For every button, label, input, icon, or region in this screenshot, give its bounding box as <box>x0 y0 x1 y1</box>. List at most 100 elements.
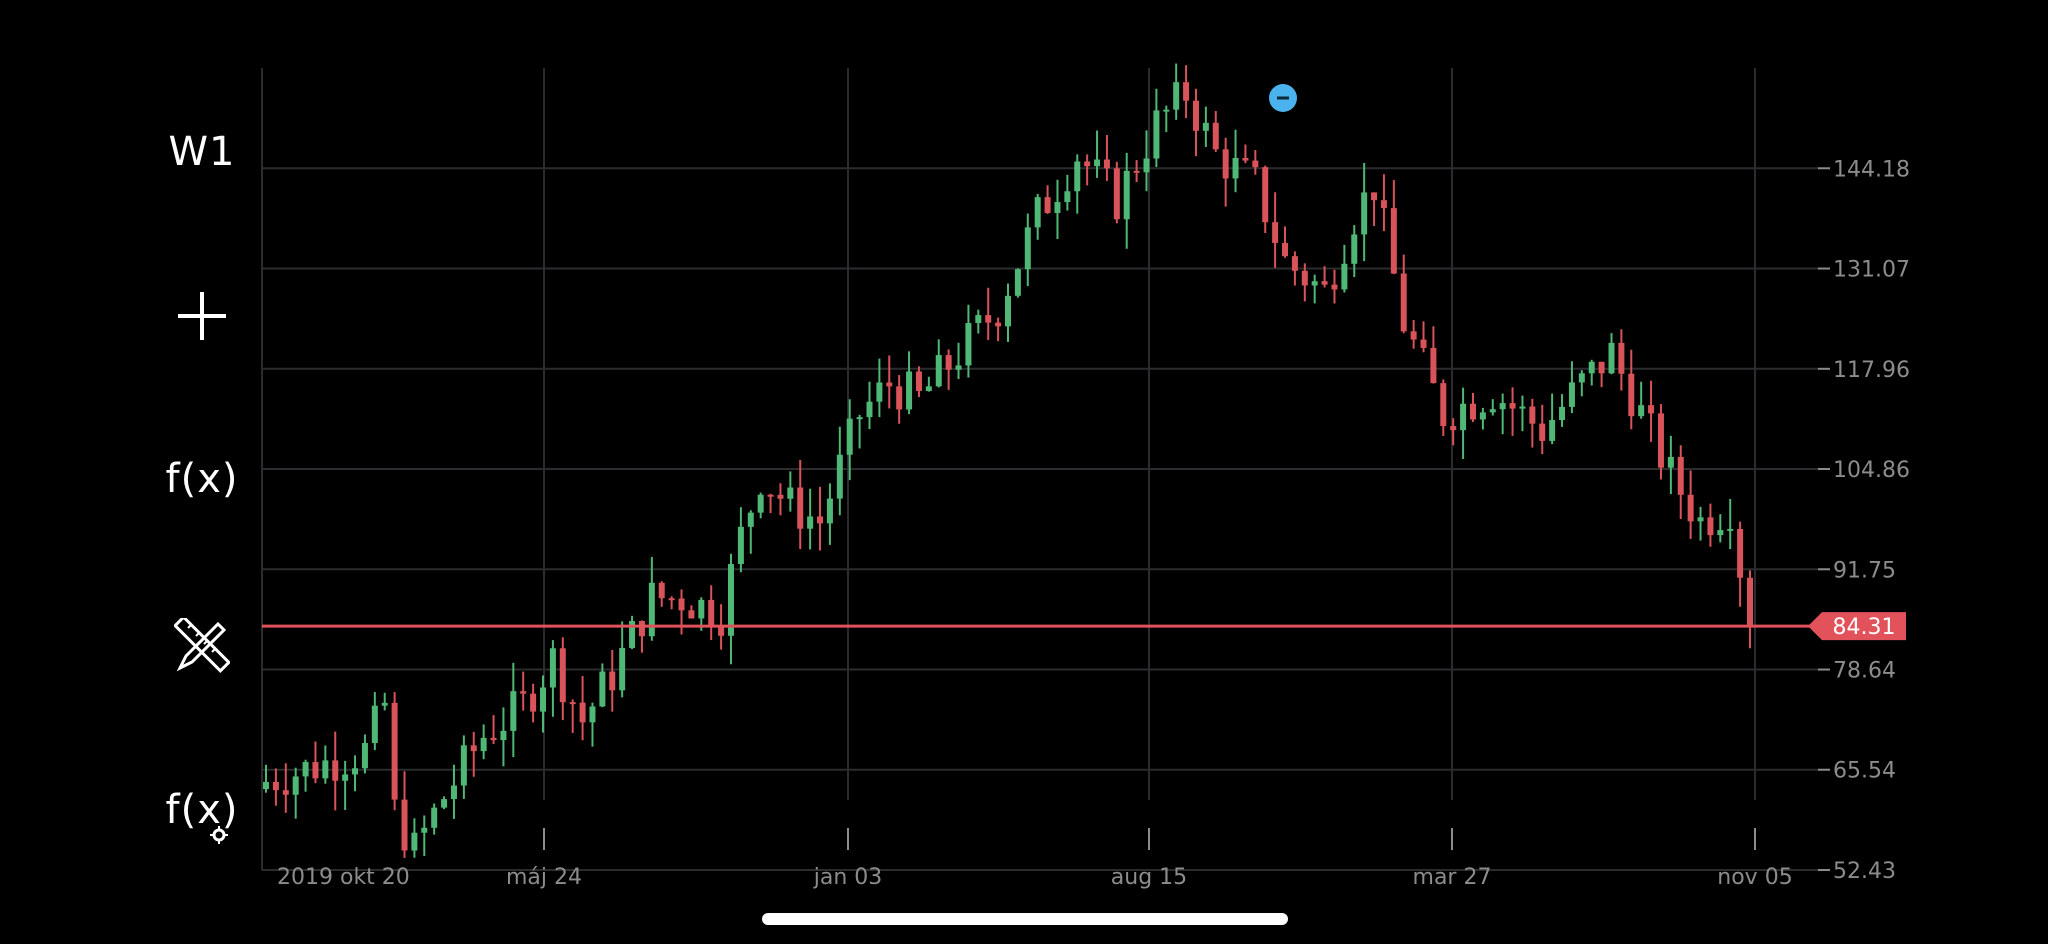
candle-down <box>1331 284 1338 290</box>
event-marker[interactable] <box>1269 84 1297 112</box>
drawing-tools-button[interactable] <box>160 604 244 688</box>
y-tick-label: 52.43 <box>1833 859 1896 884</box>
indicator-settings-icon: f(x) <box>165 787 239 833</box>
candle-down <box>1212 122 1219 150</box>
candle-up <box>1014 269 1021 296</box>
candle-up <box>1568 382 1575 407</box>
candle-up <box>727 564 734 636</box>
candle-down <box>777 494 784 499</box>
candle-down <box>1687 494 1694 522</box>
candle-down <box>1430 347 1437 384</box>
candle-up <box>1202 122 1209 131</box>
candle-up <box>1054 202 1061 213</box>
candle-up <box>955 365 962 370</box>
candle-down <box>1737 528 1744 578</box>
candle-down <box>896 386 903 410</box>
candle-up <box>1578 373 1585 383</box>
candle-up <box>698 599 705 619</box>
candle-up <box>1153 110 1160 159</box>
indicator-settings-button[interactable]: f(x) <box>160 768 244 852</box>
candle-up <box>1549 420 1556 441</box>
candle-down <box>1410 331 1417 340</box>
candle-down <box>886 382 893 387</box>
y-tick-label: 117.96 <box>1833 358 1910 383</box>
candle-up <box>1697 517 1704 522</box>
candle-down <box>1321 281 1328 285</box>
candle-up <box>1479 412 1486 420</box>
y-tick-label: 91.75 <box>1833 558 1896 583</box>
candle-up <box>757 494 764 513</box>
candle-up <box>342 774 349 781</box>
candle-down <box>688 610 695 619</box>
candle-down <box>1272 222 1279 243</box>
candle-down <box>1747 577 1753 627</box>
candle-down <box>1529 406 1536 424</box>
y-tick-label: 65.54 <box>1833 759 1896 784</box>
candle-up <box>1727 528 1734 531</box>
candle-down <box>1222 149 1229 179</box>
candle-down <box>1242 157 1249 161</box>
candle-up <box>1361 192 1368 235</box>
candle-down <box>391 702 398 800</box>
candle-up <box>1232 157 1239 179</box>
indicator-button[interactable]: f(x) <box>160 437 244 521</box>
toolbar: W1 f(x) f(x) <box>0 0 260 944</box>
candle-up <box>1499 403 1506 410</box>
candle-down <box>1420 339 1427 348</box>
chart-grid <box>261 68 1818 871</box>
candle-up <box>381 702 388 706</box>
candle-down <box>401 799 408 851</box>
candle-down <box>767 494 774 497</box>
candle-down <box>530 693 537 712</box>
candle-up <box>411 832 418 851</box>
x-tick-label: aug 15 <box>1111 865 1187 890</box>
candles <box>263 63 1753 858</box>
candle-down <box>1677 456 1684 495</box>
candle-down <box>985 315 992 323</box>
candle-up <box>1173 82 1180 110</box>
candle-down <box>1707 517 1714 536</box>
candle-up <box>787 487 794 499</box>
candle-up <box>540 687 547 712</box>
candle-up <box>292 776 299 795</box>
candle-up <box>431 807 438 828</box>
x-tick-label: jan 03 <box>813 865 883 890</box>
candle-up <box>1351 234 1358 264</box>
candle-up <box>1638 405 1645 417</box>
candle-up <box>371 705 378 744</box>
candle-up <box>925 386 932 391</box>
candle-down <box>638 621 645 637</box>
candle-down <box>332 760 339 781</box>
candle-down <box>1469 403 1476 420</box>
candle-up <box>866 401 873 418</box>
candle-up <box>1064 191 1071 203</box>
candle-up <box>1034 197 1041 228</box>
candle-down <box>609 671 616 691</box>
crosshair-icon <box>178 292 226 340</box>
candle-up <box>421 827 428 833</box>
x-tick-label: nov 05 <box>1717 865 1792 890</box>
crosshair-button[interactable] <box>160 274 244 358</box>
candle-down <box>817 516 824 524</box>
candle-down <box>1371 192 1378 201</box>
candle-up <box>1143 158 1150 173</box>
candle-up <box>1094 159 1101 167</box>
candle-up <box>1588 361 1595 374</box>
candle-down <box>282 790 289 795</box>
candle-up <box>846 418 853 455</box>
candle-down <box>1113 168 1120 220</box>
candle-up <box>1667 456 1674 468</box>
candle-down <box>520 691 527 694</box>
candle-down <box>1509 403 1516 409</box>
candle-down <box>945 355 952 370</box>
candle-down <box>718 627 725 636</box>
candle-up <box>1311 281 1318 286</box>
candle-down <box>1084 161 1091 167</box>
price-badge <box>1808 612 1906 641</box>
candle-up <box>1460 403 1467 431</box>
candle-up <box>599 671 606 707</box>
candle-down <box>1183 82 1190 101</box>
candle-up <box>619 647 626 691</box>
timeframe-button[interactable]: W1 <box>160 110 244 194</box>
